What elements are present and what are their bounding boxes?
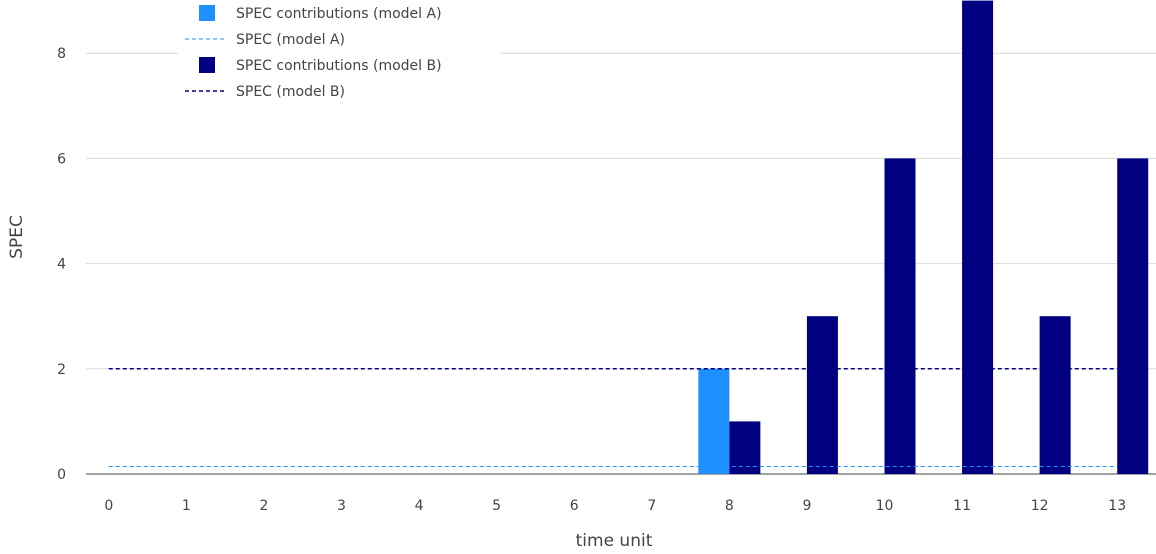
legend-swatch [199,5,215,21]
bar-model-b-12[interactable] [1039,316,1071,474]
legend-entry[interactable]: SPEC contributions (model B) [236,58,442,74]
y-tick-label: 6 [57,151,66,167]
x-tick-label: 6 [570,498,579,514]
legend-swatch [199,57,215,73]
x-tick-label: 2 [259,498,268,514]
reference-lines-layer [108,368,1118,467]
x-tick-label: 11 [953,498,971,514]
bar-model-b-11[interactable] [962,0,994,474]
y-tick-label: 2 [57,362,66,378]
bar-model-a-8[interactable] [698,368,730,474]
y-gridlines [86,52,1156,475]
x-tick-label: 3 [337,498,346,514]
x-tick-label: 9 [802,498,811,514]
x-axis-title: time unit [576,531,653,551]
y-tick-label: 8 [57,46,66,62]
x-tick-label: 1 [182,498,191,514]
bar-model-b-13[interactable] [1117,158,1149,474]
x-tick-label: 13 [1108,498,1126,514]
x-tick-label: 7 [647,498,656,514]
bar-model-b-8[interactable] [729,421,761,474]
x-tick-label: 0 [104,498,113,514]
y-tick-label: 0 [57,467,66,483]
x-tick-label: 12 [1031,498,1049,514]
legend[interactable]: SPEC contributions (model A) SPEC (model … [178,0,501,105]
y-tick-label: 4 [57,257,66,273]
y-axis-title: SPEC [7,215,27,259]
bar-model-b-9[interactable] [806,316,838,474]
bars-layer [698,0,1149,474]
bar-model-b-10[interactable] [884,158,916,474]
x-tick-label: 8 [725,498,734,514]
x-tick-label: 4 [415,498,424,514]
x-tick-label: 5 [492,498,501,514]
legend-entry[interactable]: SPEC (model B) [236,84,345,100]
legend-background [178,0,501,105]
legend-entry[interactable]: SPEC (model A) [236,32,345,48]
y-axis-ticks: 0 2 4 6 8 [57,46,66,483]
x-axis-ticks: 0 1 2 3 4 5 6 7 8 9 10 11 12 13 [104,498,1126,514]
x-tick-label: 10 [876,498,894,514]
legend-entry[interactable]: SPEC contributions (model A) [236,6,442,22]
